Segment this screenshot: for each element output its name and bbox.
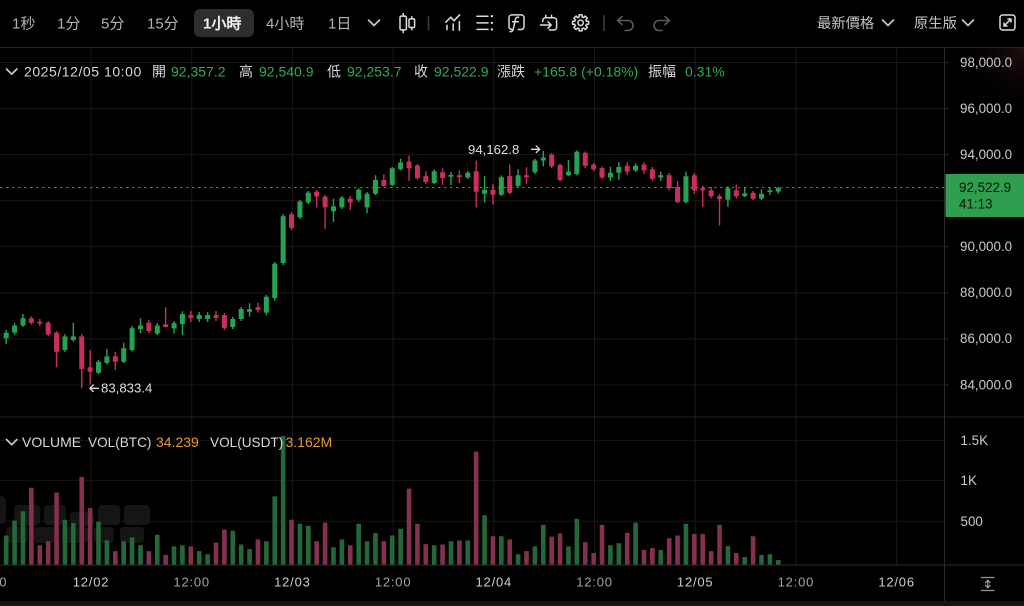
svg-text:12/03: 12/03 xyxy=(274,575,311,590)
svg-text:84,000.0: 84,000.0 xyxy=(960,377,1012,392)
svg-text:12/04: 12/04 xyxy=(476,575,513,590)
svg-text:3.162M: 3.162M xyxy=(286,434,333,450)
svg-text:83,833.4: 83,833.4 xyxy=(101,381,152,396)
svg-text:96,000.0: 96,000.0 xyxy=(960,101,1012,116)
svg-text:1.5K: 1.5K xyxy=(961,433,989,448)
svg-text:1日: 1日 xyxy=(328,15,351,32)
svg-text:12:00: 12:00 xyxy=(0,575,7,590)
svg-text:2025/12/05 10:00: 2025/12/05 10:00 xyxy=(24,63,142,79)
svg-text:1分: 1分 xyxy=(57,15,80,32)
svg-text:92,522.9: 92,522.9 xyxy=(434,63,489,79)
svg-text:1秒: 1秒 xyxy=(12,15,35,32)
svg-text:VOLUME: VOLUME xyxy=(22,434,81,450)
svg-text:86,000.0: 86,000.0 xyxy=(960,331,1012,346)
svg-text:12/05: 12/05 xyxy=(677,575,714,590)
svg-text:12:00: 12:00 xyxy=(576,575,613,590)
svg-text:5分: 5分 xyxy=(101,15,124,32)
svg-text:12:00: 12:00 xyxy=(778,575,815,590)
svg-text:92,522.9: 92,522.9 xyxy=(959,180,1011,195)
svg-text:92,540.9: 92,540.9 xyxy=(259,63,314,79)
svg-text:12/06: 12/06 xyxy=(878,575,915,590)
svg-text:最新價格: 最新價格 xyxy=(817,15,874,32)
svg-text:12:00: 12:00 xyxy=(375,575,412,590)
svg-text:12/02: 12/02 xyxy=(73,575,110,590)
svg-text:34.239: 34.239 xyxy=(156,434,199,450)
svg-text:高: 高 xyxy=(239,63,253,79)
svg-text:90,000.0: 90,000.0 xyxy=(960,239,1012,254)
svg-text:500: 500 xyxy=(961,514,983,529)
svg-text:開: 開 xyxy=(152,63,166,79)
svg-text:原生版: 原生版 xyxy=(914,15,957,32)
svg-text:92,253.7: 92,253.7 xyxy=(347,63,402,79)
svg-text:94,162.8: 94,162.8 xyxy=(468,142,519,157)
svg-text:88,000.0: 88,000.0 xyxy=(960,285,1012,300)
svg-text:41:13: 41:13 xyxy=(959,197,993,212)
svg-text:98,000.0: 98,000.0 xyxy=(960,55,1012,70)
svg-text:92,357.2: 92,357.2 xyxy=(171,63,226,79)
svg-text:VOL(USDT): VOL(USDT) xyxy=(210,435,283,450)
svg-text:收: 收 xyxy=(414,63,428,79)
svg-text:漲跌: 漲跌 xyxy=(497,63,525,79)
svg-text:振幅: 振幅 xyxy=(648,63,676,79)
svg-text:0.31%: 0.31% xyxy=(685,63,725,79)
svg-text:12:00: 12:00 xyxy=(173,575,210,590)
svg-text:1K: 1K xyxy=(961,473,977,488)
svg-text:低: 低 xyxy=(327,63,341,79)
svg-text:VOL(BTC): VOL(BTC) xyxy=(88,435,151,450)
svg-text:15分: 15分 xyxy=(147,15,179,32)
svg-text:+165.8 (+0.18%): +165.8 (+0.18%) xyxy=(534,63,638,79)
svg-text:94,000.0: 94,000.0 xyxy=(960,147,1012,162)
svg-text:4小時: 4小時 xyxy=(266,15,304,32)
svg-text:1小時: 1小時 xyxy=(203,14,241,32)
